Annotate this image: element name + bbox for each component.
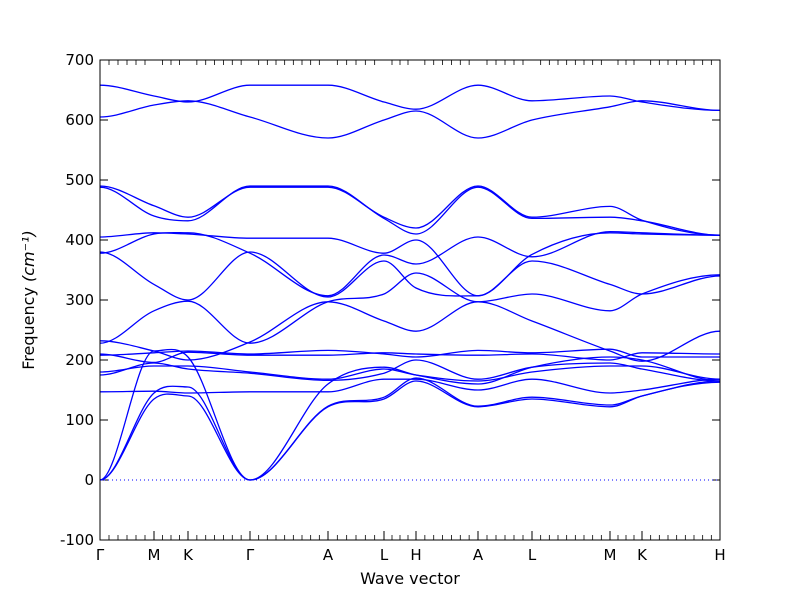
- y-tick-label: 600: [65, 111, 94, 129]
- y-axis-label-text: Frequency: [19, 287, 38, 370]
- band-line-13: [100, 359, 720, 382]
- tick-layer: [99, 59, 721, 541]
- x-tick-label: A: [473, 546, 484, 564]
- y-tick-label: 0: [84, 471, 94, 489]
- plot-frame: [99, 59, 721, 541]
- band-line-5: [100, 232, 720, 297]
- x-tick-label: K: [637, 546, 648, 564]
- x-axis-label: Wave vector: [360, 569, 460, 588]
- band-line-3: [100, 185, 720, 236]
- band-line-12: [100, 365, 720, 382]
- x-tick-label: Γ: [246, 546, 255, 564]
- band-line-2: [100, 100, 720, 139]
- y-tick-label: 100: [65, 411, 94, 429]
- band-line-7: [100, 251, 720, 301]
- band-line-8: [100, 272, 720, 344]
- x-tick-label: A: [323, 546, 334, 564]
- y-axis-label: Frequency (cm⁻¹): [19, 230, 38, 369]
- y-tick-label: 200: [65, 351, 94, 369]
- x-tick-label: K: [183, 546, 194, 564]
- y-tick-label: 700: [65, 51, 94, 69]
- band-line-6: [100, 230, 720, 297]
- x-tick-label: M: [604, 546, 617, 564]
- y-tick-label: 500: [65, 171, 94, 189]
- band-line-11: [100, 348, 720, 358]
- band-line-16: [100, 380, 720, 481]
- band-line-10: [100, 351, 720, 364]
- x-tick-label: L: [528, 546, 537, 564]
- band-line-14: [100, 378, 720, 394]
- x-tick-label: Γ: [96, 546, 105, 564]
- y-tick-label: 400: [65, 231, 94, 249]
- x-tick-label: H: [714, 546, 725, 564]
- band-line-4: [100, 185, 720, 236]
- y-tick-label: -100: [60, 531, 94, 549]
- x-tick-label: M: [148, 546, 161, 564]
- band-line-17: [100, 348, 720, 481]
- band-line-15: [100, 377, 720, 481]
- x-tick-label: H: [410, 546, 421, 564]
- y-tick-label: 300: [65, 291, 94, 309]
- x-tick-label: L: [380, 546, 389, 564]
- y-axis-label-unit: (cm⁻¹): [19, 230, 38, 282]
- band-line-9: [100, 301, 720, 362]
- band-line-1: [100, 84, 720, 112]
- label-layer: -100 0 100 200 300 400 500 600 700 Γ M K Γ A L H A L M K H: [60, 51, 726, 564]
- band-layer: [100, 84, 720, 481]
